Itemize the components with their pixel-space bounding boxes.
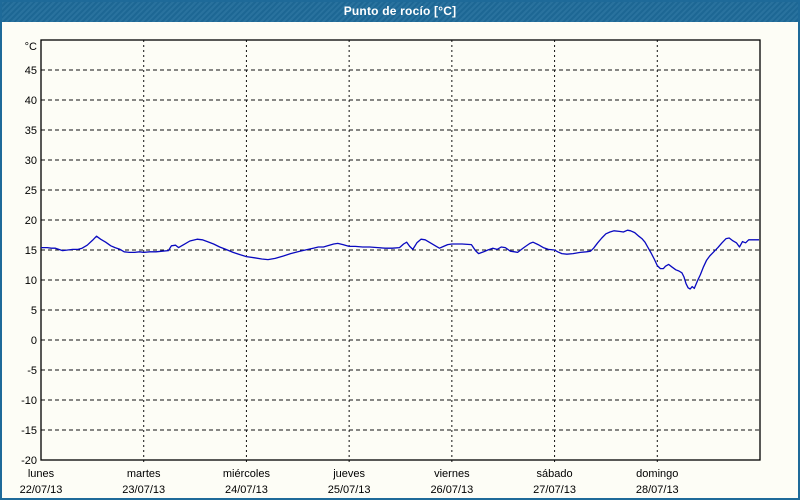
y-tick-label: -10 — [21, 395, 37, 407]
vertical-gridlines — [143, 40, 658, 463]
plot-border — [40, 39, 761, 461]
y-tick-label: -5 — [27, 365, 37, 377]
x-date-label: 26/07/13 — [430, 484, 473, 496]
x-date-label: 25/07/13 — [328, 484, 371, 496]
horizontal-gridlines — [41, 69, 760, 431]
y-tick-label: -15 — [21, 425, 37, 437]
x-date-label: 22/07/13 — [20, 484, 63, 496]
x-date-label: 24/07/13 — [225, 484, 268, 496]
title-bar: Punto de rocío [°C] — [2, 2, 798, 22]
y-tick-label: 35 — [25, 125, 37, 137]
y-tick-label: 40 — [25, 95, 37, 107]
dew-point-line — [41, 229, 759, 290]
x-day-label: jueves — [332, 468, 365, 480]
y-tick-label: 45 — [25, 65, 37, 77]
x-axis-tick-labels: lunes 22/07/13 martes 23/07/13 miércoles 24/0… — [20, 468, 679, 496]
y-tick-label: 5 — [31, 305, 37, 317]
y-tick-label: -20 — [21, 455, 37, 467]
dew-point-chart: 45 40 35 30 25 20 15 10 5 0 -5 -10 -15 -20 lunes 22/07… — [20, 39, 761, 496]
x-day-label: martes — [127, 468, 161, 480]
y-tick-label: 15 — [25, 245, 37, 257]
y-axis-tick-labels: 45 40 35 30 25 20 15 10 5 0 -5 -10 -15 -20 — [21, 65, 37, 467]
x-date-label: 27/07/13 — [533, 484, 576, 496]
chart-title: Punto de rocío [°C] — [343, 4, 457, 18]
y-tick-label: 0 — [31, 335, 37, 347]
x-day-label: miércoles — [223, 468, 271, 480]
y-tick-label: 10 — [25, 275, 37, 287]
x-date-label: 23/07/13 — [122, 484, 165, 496]
x-day-label: domingo — [636, 468, 678, 480]
x-date-label: 28/07/13 — [636, 484, 679, 496]
y-tick-label: 20 — [25, 215, 37, 227]
x-day-label: sábado — [537, 468, 573, 480]
x-day-label: viernes — [434, 468, 470, 480]
y-tick-label: 30 — [25, 155, 37, 167]
y-axis-unit-label: °C — [25, 41, 37, 53]
y-tick-label: 25 — [25, 185, 37, 197]
chart-area: 45 40 35 30 25 20 15 10 5 0 -5 -10 -15 -20 lunes 22/07… — [2, 22, 798, 498]
x-day-label: lunes — [28, 468, 55, 480]
